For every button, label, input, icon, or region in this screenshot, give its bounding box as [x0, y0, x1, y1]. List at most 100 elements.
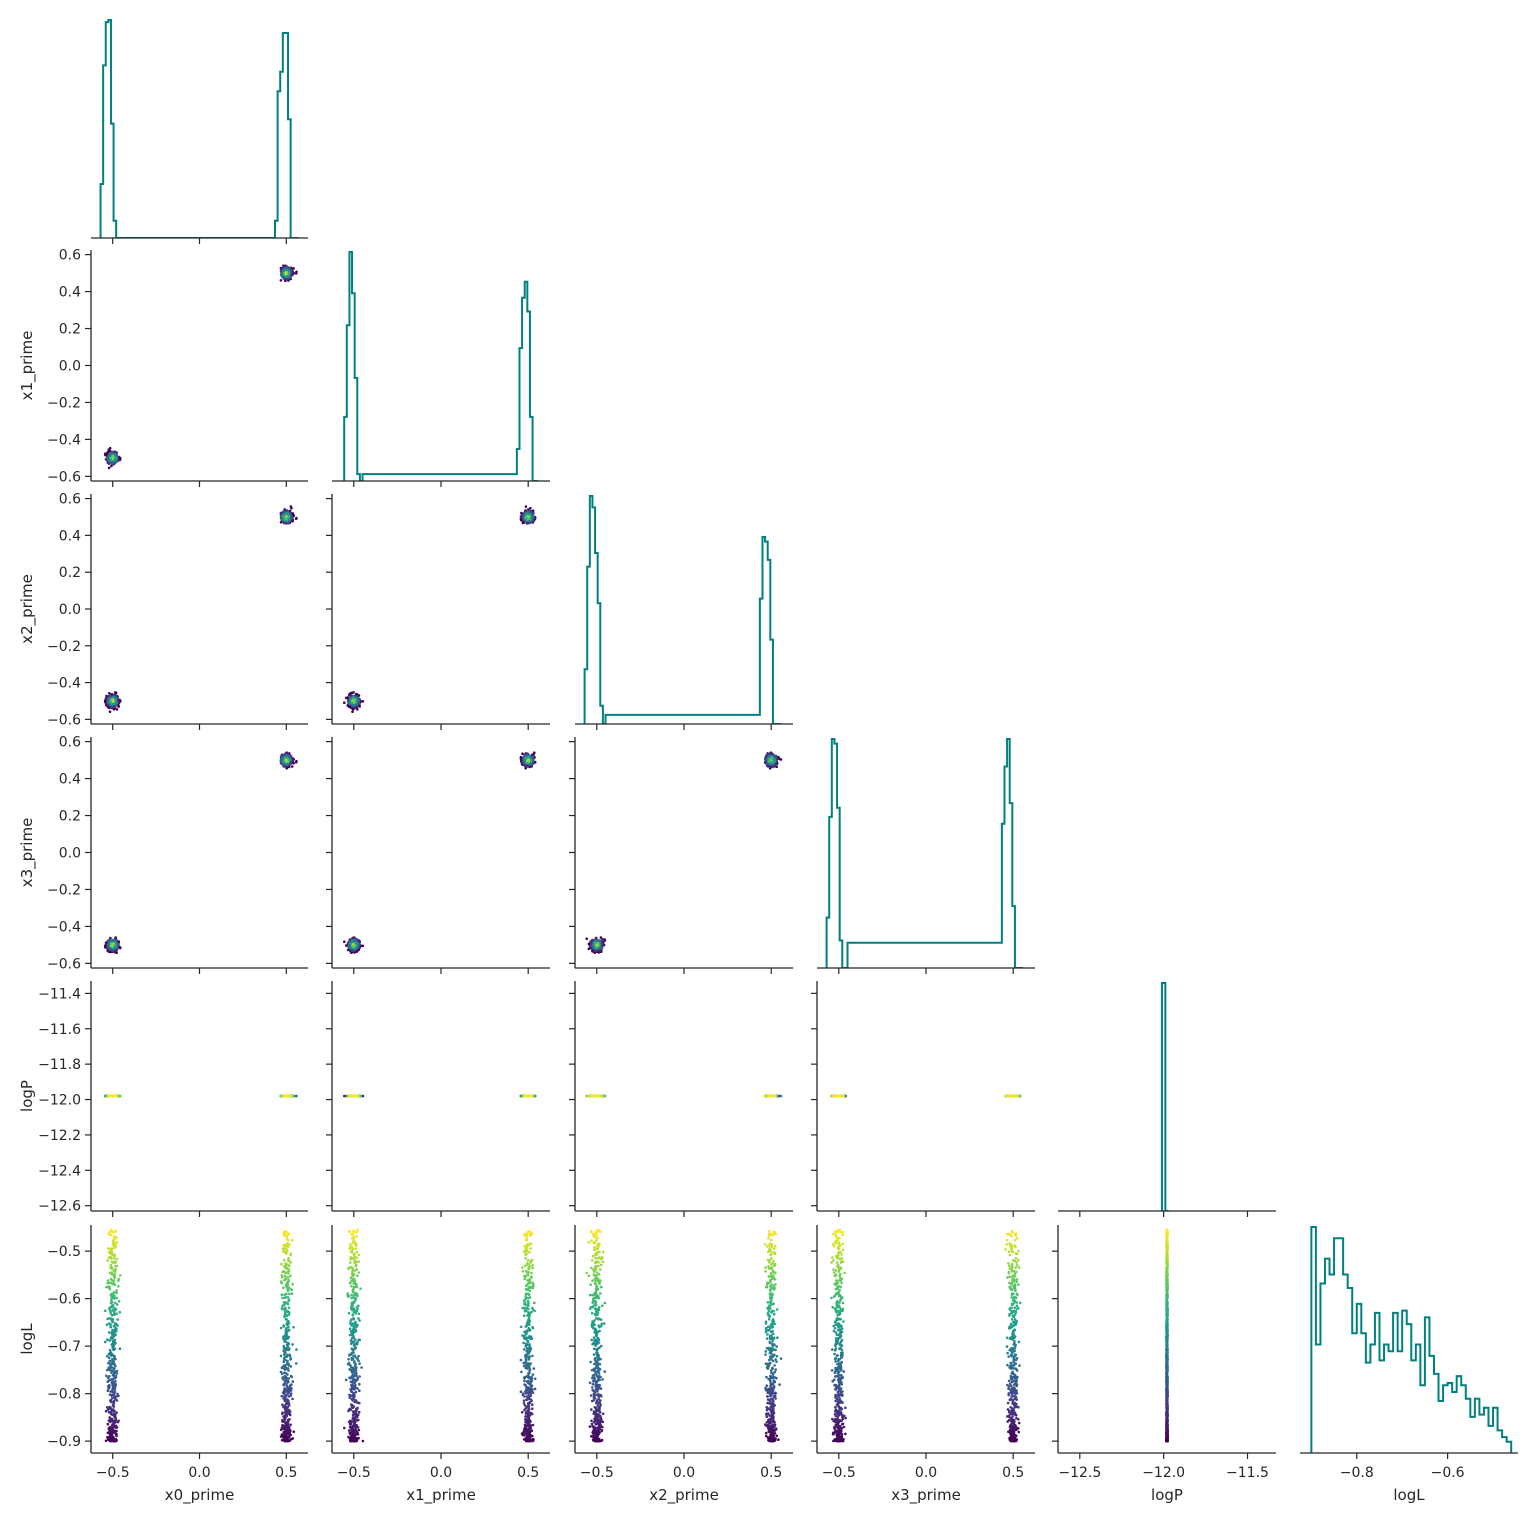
scatter-point: [529, 760, 533, 763]
panel-plot-area: [103, 264, 298, 470]
scatter-point: [282, 269, 286, 272]
scatter-point: [353, 701, 356, 705]
scatter-point: [525, 754, 529, 758]
scatter-point: [527, 759, 531, 763]
panel-plot-area: [583, 495, 781, 724]
scatter-point: [110, 692, 114, 696]
y-tick-label: 0.4: [59, 772, 81, 788]
histogram-x0_prime: [99, 19, 299, 238]
scatter-point: [114, 699, 118, 702]
y-tick-label: −0.6: [47, 712, 81, 728]
scatter-point: [531, 509, 535, 512]
scatter-point: [280, 267, 284, 271]
scatter-point: [357, 948, 361, 952]
scatter-point: [356, 708, 359, 711]
scatter-point: [114, 947, 117, 951]
scatter-point: [114, 697, 117, 700]
scatter-point: [289, 511, 293, 515]
scatter-point: [117, 940, 121, 943]
scatter-point: [528, 765, 531, 769]
scatter-point: [112, 708, 116, 711]
scatter-point: [113, 460, 117, 464]
scatter-point: [349, 692, 352, 695]
scatter-point: [104, 700, 107, 704]
scatter-point: [291, 520, 294, 523]
scatter-point: [119, 457, 122, 460]
scatter-point: [527, 517, 531, 521]
scatter-point: [522, 761, 526, 765]
scatter-point: [519, 755, 523, 759]
scatter-point: [110, 698, 113, 702]
scatter-point: [114, 691, 117, 694]
scatter-point: [110, 705, 113, 709]
scatter-point: [107, 692, 111, 695]
scatter-point: [528, 755, 532, 759]
scatter-point: [290, 765, 294, 768]
panel-x3_prime-vs-x1_prime: [331, 737, 550, 969]
y-tick-label: −0.4: [47, 676, 81, 692]
scatter-point: [533, 751, 536, 754]
y-tick-label: −0.4: [47, 919, 81, 935]
scatter-point: [281, 755, 284, 759]
scatter-point: [289, 762, 292, 765]
scatter-point: [346, 948, 350, 952]
y-tick-label: 0.6: [59, 735, 81, 751]
scatter-point: [530, 516, 534, 520]
scatter-point: [285, 754, 289, 758]
scatter-point: [353, 705, 356, 708]
y-tick-label: −0.6: [47, 469, 81, 485]
scatter-point: [105, 941, 108, 945]
scatter-point: [348, 700, 352, 703]
y-tick-label: 0.0: [59, 846, 81, 862]
scatter-point: [287, 279, 290, 282]
y-tick-label: −0.2: [47, 395, 81, 411]
scatter-point: [350, 701, 354, 705]
scatter-point: [108, 700, 111, 704]
scatter-point: [356, 942, 359, 946]
scatter-point: [343, 701, 346, 704]
scatter-point: [347, 944, 351, 947]
scatter-point: [110, 452, 113, 456]
scatter-point: [295, 516, 298, 520]
panel-plot-area: [99, 19, 299, 238]
scatter-point: [356, 698, 359, 702]
scatter-point: [292, 267, 295, 270]
y-tick-label: 0.2: [59, 322, 81, 338]
y-tick-label: 0.2: [59, 809, 81, 825]
scatter-point: [284, 517, 288, 521]
scatter-point: [290, 273, 294, 277]
scatter-point: [529, 513, 533, 516]
y-tick-label: −0.2: [47, 639, 81, 655]
scatter-point: [527, 508, 530, 511]
scatter-point: [284, 522, 288, 525]
scatter-point: [284, 277, 288, 281]
scatter-point: [280, 757, 284, 761]
scatter-point: [343, 940, 346, 943]
scatter-point: [287, 516, 291, 520]
scatter-point: [352, 947, 356, 951]
scatter-point: [355, 703, 359, 706]
scatter-point: [286, 762, 289, 766]
scatter-point: [358, 705, 362, 708]
scatter-point: [524, 509, 528, 512]
scatter-point: [355, 692, 359, 696]
scatter-point: [282, 762, 286, 766]
scatter-point: [115, 708, 119, 711]
scatter-point: [349, 694, 353, 697]
y-tick-label: 0.0: [59, 359, 81, 375]
scatter-point: [295, 270, 298, 274]
scatter-point: [530, 518, 534, 522]
y-tick-label: −0.6: [47, 956, 81, 972]
scatter-point: [530, 755, 534, 759]
panel-x2_prime-vs-x1_prime: [331, 494, 550, 725]
scatter-point: [525, 515, 528, 519]
scatter-point: [104, 944, 107, 947]
scatter-point: [355, 950, 359, 953]
scatter-point: [108, 449, 111, 453]
scatter-point: [110, 461, 113, 465]
scatter-point: [119, 946, 122, 950]
scatter-point: [355, 946, 359, 950]
scatter-point: [526, 765, 529, 768]
scatter-point: [346, 696, 350, 699]
scatter-point: [284, 271, 288, 274]
